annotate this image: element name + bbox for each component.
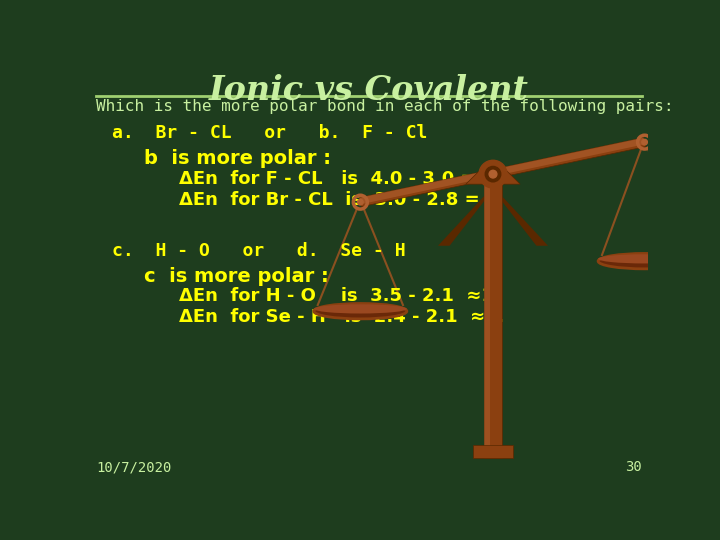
Text: Which is the more polar bond in each of the following pairs:: Which is the more polar bond in each of …	[96, 99, 674, 114]
Circle shape	[489, 170, 497, 178]
Circle shape	[358, 199, 363, 205]
Text: ΔEn  for Se - H   is  2.4 - 2.1  ≈0.: ΔEn for Se - H is 2.4 - 2.1 ≈0.	[179, 308, 505, 326]
Text: Ionic vs Covalent: Ionic vs Covalent	[209, 74, 529, 107]
Text: b  is more polar :: b is more polar :	[144, 150, 331, 168]
Polygon shape	[498, 195, 548, 246]
Text: 10/7/2020: 10/7/2020	[96, 461, 171, 475]
Text: ΔEn  for H - O    is  3.5 - 2.1  ≈1.: ΔEn for H - O is 3.5 - 2.1 ≈1.	[179, 287, 501, 305]
Text: ΔEn  for F - CL   is  4.0 - 3.0 = 1: ΔEn for F - CL is 4.0 - 3.0 = 1	[179, 170, 495, 188]
Circle shape	[479, 160, 507, 188]
Text: ΔEn  for Br - CL  is  3.0 - 2.8 = 0: ΔEn for Br - CL is 3.0 - 2.8 = 0	[179, 191, 498, 209]
Ellipse shape	[314, 304, 407, 314]
Text: 30: 30	[625, 461, 642, 475]
Circle shape	[642, 139, 647, 145]
Circle shape	[485, 166, 500, 182]
Text: c.  H - O   or   d.  Se - H: c. H - O or d. Se - H	[112, 242, 405, 260]
Text: a.  Br - CL   or   b.  F - Cl: a. Br - CL or b. F - Cl	[112, 124, 427, 142]
Ellipse shape	[598, 253, 691, 269]
Polygon shape	[466, 168, 520, 184]
Polygon shape	[359, 138, 644, 205]
Polygon shape	[438, 195, 488, 246]
Text: c  is more polar :: c is more polar :	[144, 267, 329, 286]
FancyBboxPatch shape	[485, 180, 490, 457]
FancyBboxPatch shape	[473, 445, 513, 457]
Ellipse shape	[314, 303, 407, 319]
Polygon shape	[359, 138, 646, 207]
Ellipse shape	[598, 254, 691, 264]
FancyBboxPatch shape	[485, 180, 502, 457]
